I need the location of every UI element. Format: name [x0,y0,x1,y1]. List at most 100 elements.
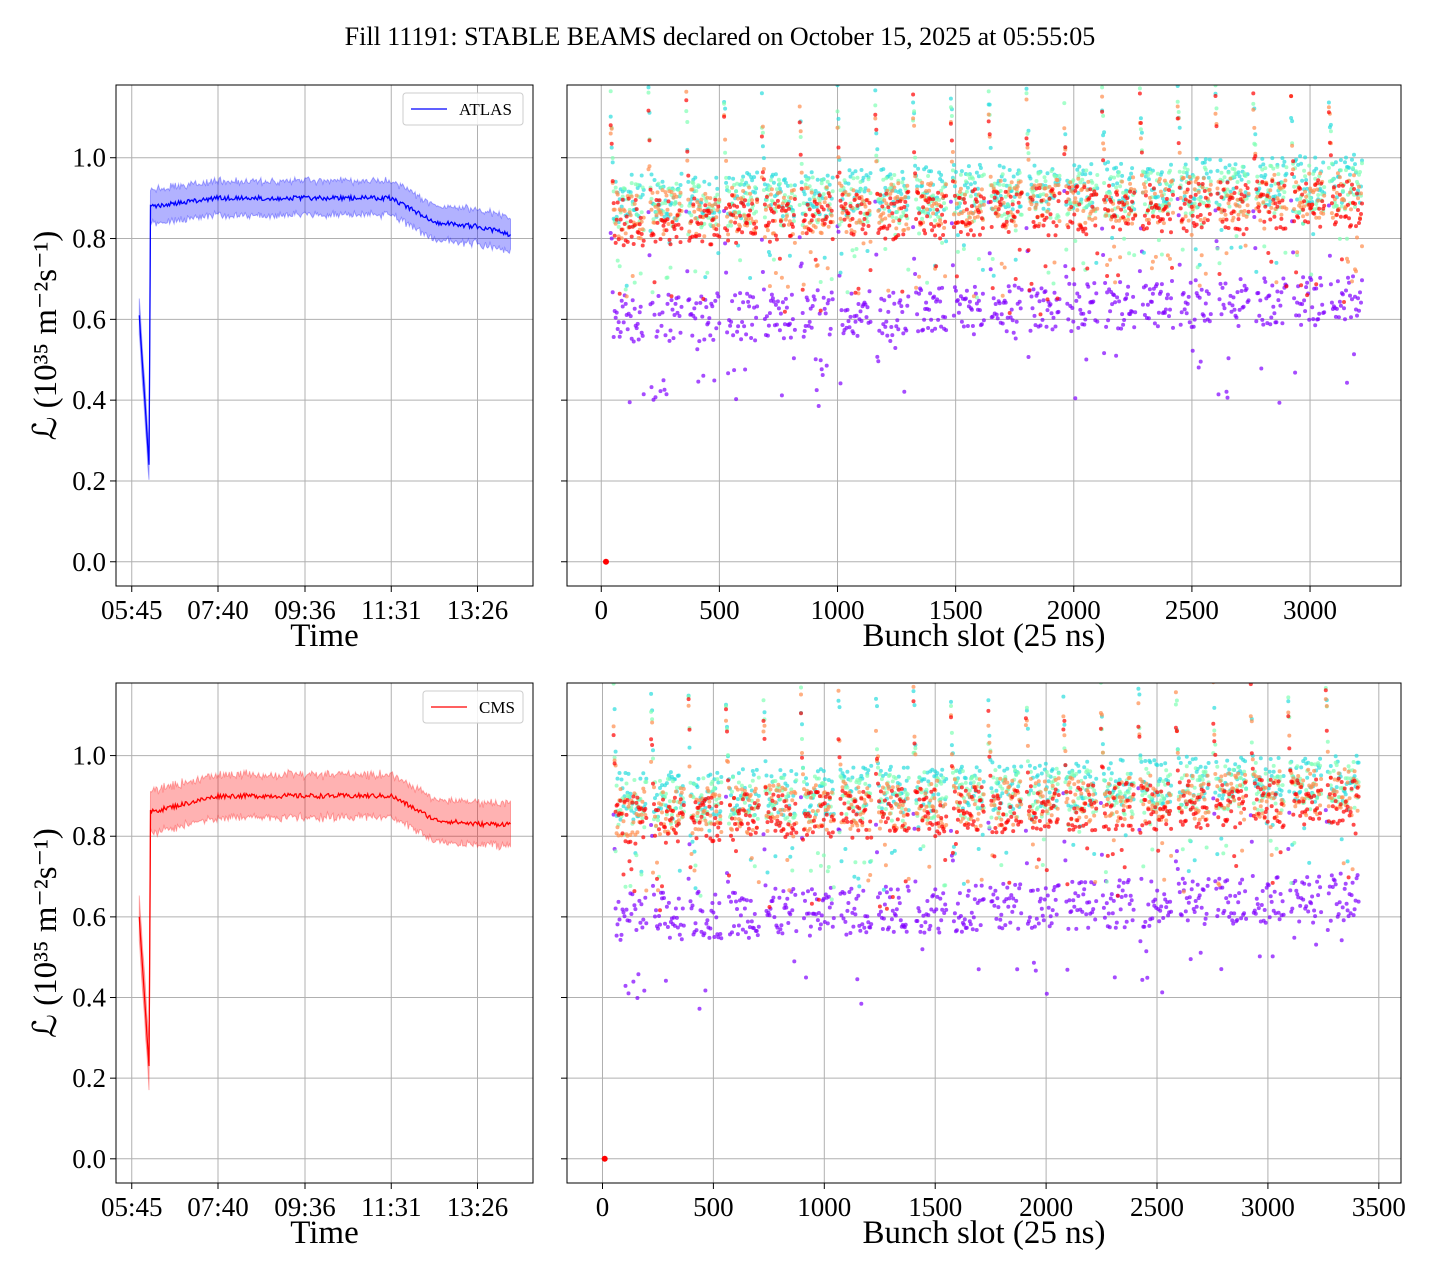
bunch-point [846,192,851,197]
bunch-point [756,793,761,798]
bunch-point [1357,184,1361,189]
bunch-point [949,138,954,143]
bunch-point [759,237,764,242]
bunch-point [1180,876,1185,881]
series-line-atlas [138,193,512,465]
bunch-point [1126,221,1131,226]
bunch-point [1010,909,1015,914]
bunch-point [640,227,645,232]
bunch-point [1186,294,1191,299]
bunch-point [974,928,979,932]
bunch-point [1309,901,1314,906]
bunch-point [614,933,619,938]
bunch-point [1024,861,1029,866]
bunch-point [995,191,1000,195]
bunch-point [694,928,699,933]
bunch-point [1002,212,1007,217]
bunch-point [1337,192,1342,197]
bunch-point [1235,918,1240,922]
bunch-point [612,676,616,680]
bunch-point [1182,201,1187,206]
bunch-point [791,887,796,891]
bunch-point [750,201,755,206]
bunch-point [1326,105,1331,110]
bunch-point [1208,312,1213,317]
bunch-point [730,185,735,190]
bunch-point [1005,885,1010,890]
bunch-point [811,294,816,299]
bunch-point [825,301,830,306]
bunch-point [898,298,903,303]
bunch-point [693,316,698,321]
bunch-point [1260,179,1265,184]
bunch-point [794,929,799,934]
bunch-point [1305,775,1310,780]
bunch-point [1031,194,1036,199]
bunch-point [1043,761,1048,766]
bunch-point [978,923,983,928]
bunch-point [1048,302,1053,307]
bunch-point [1113,300,1118,305]
bunch-point [1082,765,1087,770]
bunch-point [1304,904,1309,909]
bunch-point [1301,275,1306,280]
bunch-point [1065,190,1070,195]
bunch-point [1239,177,1244,182]
bunch-point [1311,171,1316,176]
bunch-point [1268,217,1273,222]
bunch-point [701,373,706,378]
bunch-point [836,155,841,160]
bunch-point [754,209,759,214]
bunch-point [950,263,955,268]
bunch-point [1171,210,1175,215]
bunch-point [791,188,796,192]
bunch-point [684,89,689,94]
bunch-point [1284,171,1289,176]
bunch-point [637,222,642,227]
bunch-point [868,319,873,324]
bunch-point [649,207,654,212]
bunch-point [711,910,716,915]
bunch-point [970,176,975,181]
bunch-point [1190,348,1195,353]
bunch-point [1229,911,1234,916]
bunch-point [1327,253,1332,258]
bunch-point [1019,190,1024,195]
bunch-point [935,207,940,212]
bunch-point [1109,199,1114,204]
bunch-point [992,195,997,200]
bunch-point [998,178,1003,183]
bunch-point [845,908,850,913]
bunch-point [1070,220,1075,225]
bunch-point [1149,266,1154,271]
bunch-point [1320,199,1325,204]
bunch-point [1255,179,1260,184]
bunch-point [696,222,701,226]
bunch-point [1047,790,1052,795]
bunch-point [1236,170,1241,175]
bunch-point [852,198,857,202]
bunch-point [766,220,771,225]
bunch-point [1264,197,1269,202]
bunch-point [968,781,973,786]
bunch-point [1260,156,1265,161]
bunch-point [742,324,747,329]
bunch-point [668,265,673,270]
bunch-point [678,805,683,810]
bunch-point [1002,223,1007,228]
bunch-point [1267,202,1272,207]
bunch-point [799,261,804,266]
bunch-point [1113,925,1118,930]
bunch-point [857,884,862,889]
bunch-point [1255,174,1260,179]
bunch-point [940,907,945,912]
bunch-point [922,930,927,935]
bunch-point [1253,132,1258,137]
bunch-point [962,917,967,922]
bunch-point [1123,833,1128,838]
bunch-point [781,195,786,200]
bunch-point [827,194,832,199]
bunch-point [1256,291,1261,295]
bunch-point [889,850,894,855]
bunch-point [1013,277,1018,281]
